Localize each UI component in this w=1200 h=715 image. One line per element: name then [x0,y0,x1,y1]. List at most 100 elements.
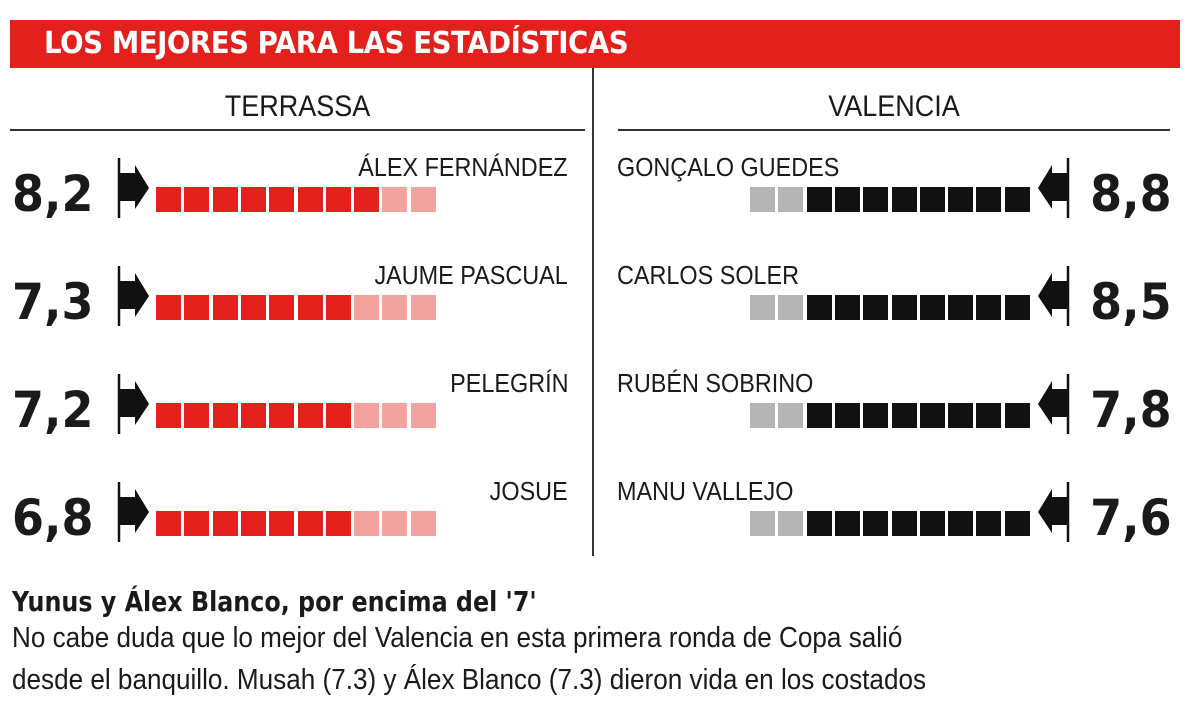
rating-square-empty [778,511,804,536]
rating-square-filled [806,403,832,428]
rating-square-filled [919,511,945,536]
rating-square-filled [891,403,917,428]
arrow-right-icon [117,482,151,547]
rating-square-filled [891,187,917,212]
rating-square-filled [212,187,238,212]
rating-square-filled [1004,295,1030,320]
team-underline-right [618,129,1170,131]
rating-square-filled [919,187,945,212]
rating-square-filled [297,187,323,212]
rating-square-filled [269,187,295,212]
team-underline-left [10,129,585,131]
arrow-left-icon [1036,158,1070,223]
rating-value: 8,8 [1090,165,1172,223]
rating-square-empty [750,295,775,320]
rating-square-filled [834,295,860,320]
rating-square-empty [354,403,380,428]
arrow-right-icon [117,374,151,439]
rating-square-filled [269,295,295,320]
rating-square-filled [976,511,1002,536]
rating-square-empty [410,295,436,320]
rating-value: 8,5 [1090,273,1172,331]
rating-square-filled [976,403,1002,428]
rating-square-filled [240,403,266,428]
rating-square-empty [382,511,408,536]
team-title-right: VALENCIA [828,90,960,123]
rating-square-filled [184,187,210,212]
rating-square-empty [778,295,804,320]
arrow-left-icon [1036,266,1070,331]
rating-square-filled [948,511,974,536]
rating-square-filled [240,187,266,212]
rating-square-filled [834,403,860,428]
rating-square-empty [410,511,436,536]
header-banner: LOS MEJORES PARA LAS ESTADÍSTICAS [10,20,1180,68]
rating-square-filled [212,295,238,320]
arrow-left-icon [1036,482,1070,547]
rating-square-filled [1004,511,1030,536]
rating-square-empty [382,295,408,320]
player-name: CARLOS SOLER [617,260,800,290]
rating-value: 7,2 [12,381,94,439]
team-title-left: TERRASSA [224,90,371,123]
rating-square-empty [750,187,775,212]
rating-square-filled [891,295,917,320]
rating-square-empty [750,511,775,536]
rating-square-filled [240,511,266,536]
rating-square-filled [1004,403,1030,428]
rating-square-filled [212,511,238,536]
arrow-right-icon [117,158,151,223]
rating-square-filled [325,295,351,320]
column-divider [592,68,594,556]
rating-square-filled [325,403,351,428]
rating-square-filled [156,403,181,428]
rating-square-filled [834,187,860,212]
rating-square-filled [948,187,974,212]
rating-square-filled [891,511,917,536]
rating-square-filled [976,187,1002,212]
rating-square-empty [410,403,436,428]
rating-square-filled [269,403,295,428]
rating-square-filled [806,187,832,212]
arrow-left-icon [1036,374,1070,439]
rating-square-filled [948,295,974,320]
rating-value: 7,6 [1090,489,1172,547]
header-title: LOS MEJORES PARA LAS ESTADÍSTICAS [44,26,629,61]
rating-square-filled [919,295,945,320]
rating-value: 8,2 [12,165,94,223]
rating-square-empty [382,187,408,212]
player-name: MANU VALLEJO [617,476,794,506]
player-name: PELEGRÍN [449,368,568,398]
rating-square-filled [863,511,889,536]
rating-square-filled [240,295,266,320]
footer-headline: Yunus y Álex Blanco, por encima del '7' [12,585,537,618]
rating-square-filled [806,511,832,536]
player-name: JOSUE [489,476,568,506]
rating-square-filled [976,295,1002,320]
rating-square-filled [863,295,889,320]
rating-square-filled [834,511,860,536]
rating-square-empty [354,295,380,320]
rating-value: 6,8 [12,489,94,547]
rating-square-filled [184,403,210,428]
rating-square-filled [919,403,945,428]
rating-square-filled [863,403,889,428]
rating-square-empty [410,187,436,212]
player-name: RUBÉN SOBRINO [617,368,814,398]
rating-square-empty [382,403,408,428]
rating-square-filled [325,187,351,212]
rating-square-filled [1004,187,1030,212]
rating-square-filled [863,187,889,212]
rating-square-filled [156,295,181,320]
rating-square-filled [156,187,181,212]
rating-square-empty [354,511,380,536]
rating-square-empty [778,403,804,428]
arrow-right-icon [117,266,151,331]
rating-square-filled [354,187,380,212]
rating-square-empty [778,187,804,212]
rating-square-filled [325,511,351,536]
rating-value: 7,3 [12,273,94,331]
rating-square-filled [184,511,210,536]
rating-value: 7,8 [1090,381,1172,439]
rating-square-filled [184,295,210,320]
